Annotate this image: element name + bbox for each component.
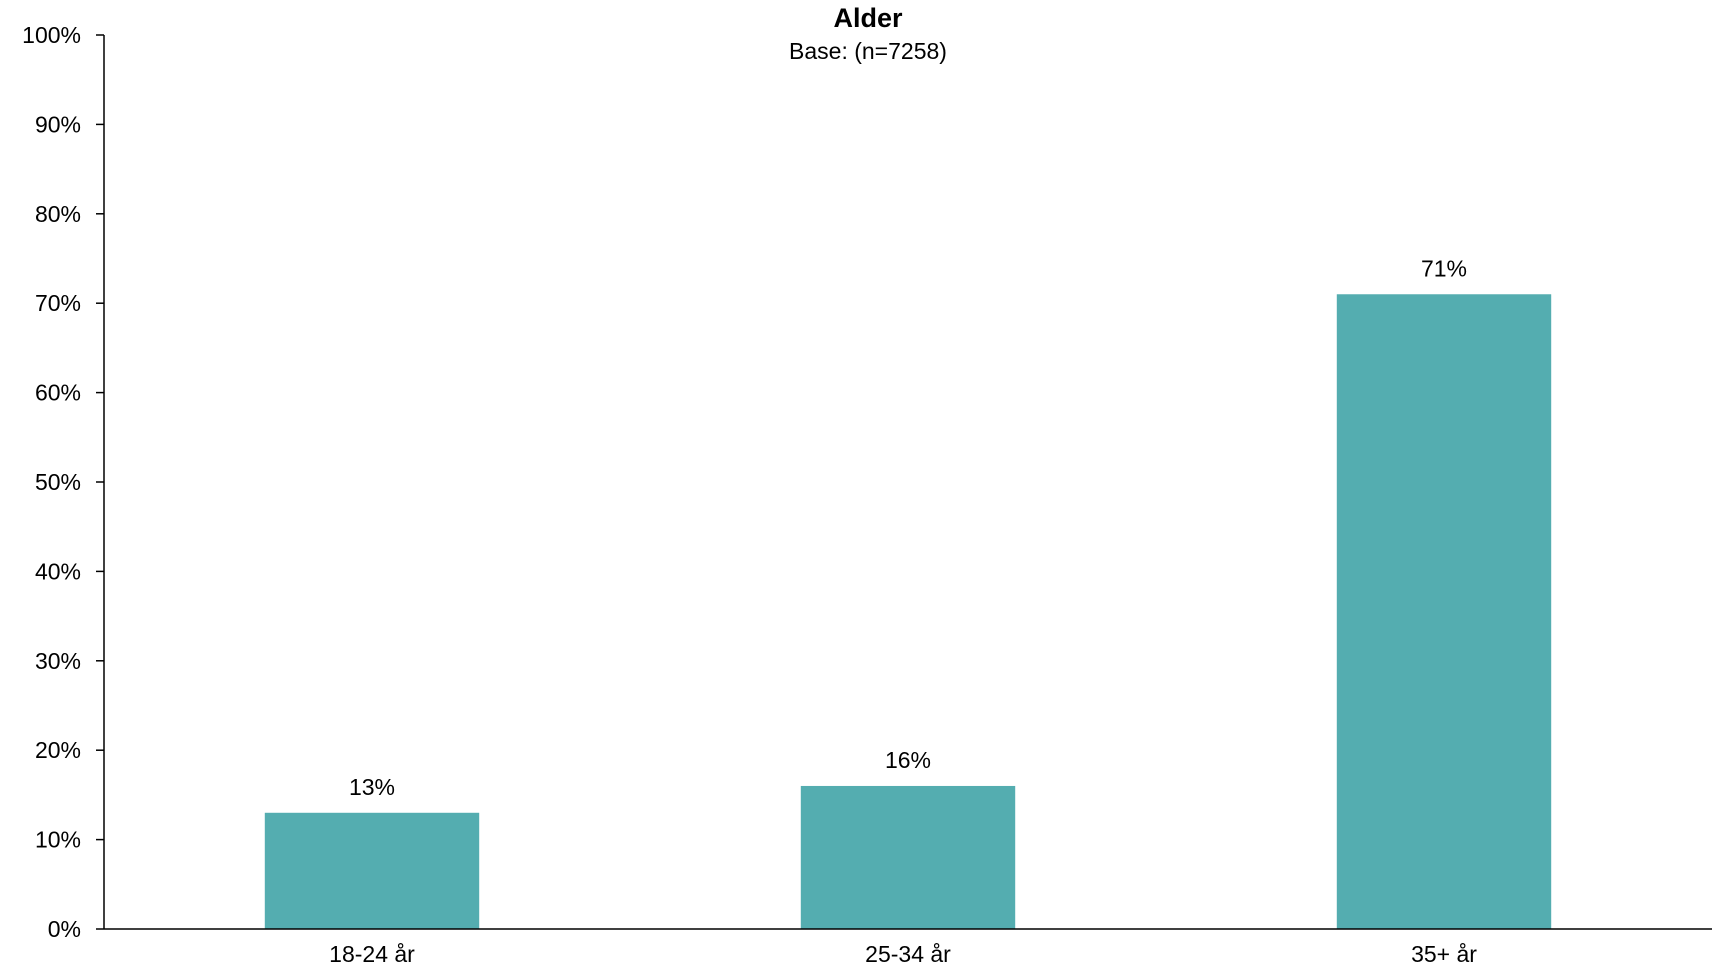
data-label: 16% bbox=[885, 747, 931, 773]
bar bbox=[264, 812, 480, 929]
y-tick-label: 30% bbox=[35, 648, 81, 674]
y-tick-label: 20% bbox=[35, 737, 81, 763]
y-tick-label: 10% bbox=[35, 827, 81, 853]
bar bbox=[800, 785, 1016, 929]
y-tick-label: 90% bbox=[35, 111, 81, 137]
y-tick-label: 40% bbox=[35, 558, 81, 584]
y-tick-label: 0% bbox=[48, 916, 81, 942]
x-axis-ticks: 18-24 år 25-34 år 35+ år bbox=[329, 941, 1477, 967]
x-tick-label: 25-34 år bbox=[865, 941, 951, 967]
data-label: 71% bbox=[1421, 255, 1467, 281]
y-tick-label: 60% bbox=[35, 380, 81, 406]
x-tick-label: 35+ år bbox=[1411, 941, 1477, 967]
y-tick-label: 50% bbox=[35, 469, 81, 495]
data-labels: 13% 16% 71% bbox=[349, 255, 1467, 800]
y-tick-label: 100% bbox=[22, 22, 81, 48]
bars bbox=[264, 294, 1552, 929]
chart-subtitle: Base: (n=7258) bbox=[789, 38, 947, 64]
y-tick-label: 80% bbox=[35, 201, 81, 227]
chart-title: Alder bbox=[833, 3, 903, 33]
x-tick-label: 18-24 år bbox=[329, 941, 415, 967]
bar bbox=[1336, 294, 1552, 929]
data-label: 13% bbox=[349, 774, 395, 800]
y-axis-ticks: 0% 10% 20% 30% 40% 50% 60% 70% 80% 90% 100% bbox=[22, 22, 104, 942]
y-tick-label: 70% bbox=[35, 290, 81, 316]
